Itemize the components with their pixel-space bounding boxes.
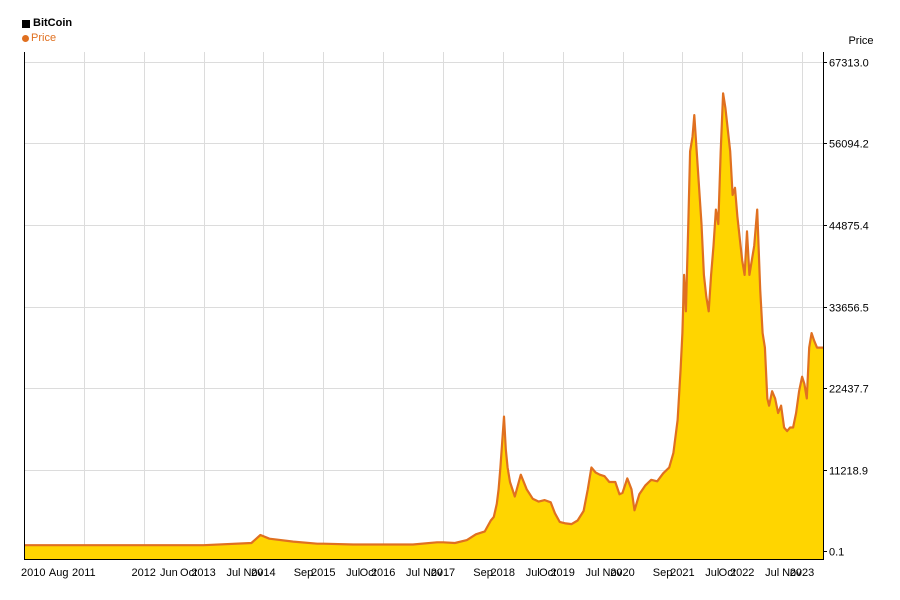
x-tick-label: 2011 [72,567,96,579]
x-tick-label: Aug [49,567,69,579]
x-tick-label: Nov [603,567,623,579]
x-tick-label: 2017 [431,567,455,579]
x-tick-label: Sep [294,567,314,579]
x-tick-label: 2012 [131,567,155,579]
title-square-icon [22,19,30,28]
x-tick-label: Oct [180,567,197,579]
x-tick-label: 2023 [790,567,814,579]
x-tick-label: 2014 [251,567,275,579]
x-tick-label: Jul [226,567,240,579]
x-tick-label: Jul [526,567,540,579]
x-tick-label: Jul [765,567,779,579]
y-tick-label: 33656.5 [829,303,869,315]
x-tick-label: Sep [653,567,673,579]
x-tick-label: 2021 [670,567,694,579]
legend-title-row: BitCoin [22,16,72,31]
x-tick-label: Jul [586,567,600,579]
x-tick-label: 2010 [21,567,45,579]
x-tick-label: 2019 [550,567,574,579]
x-tick-label: Jul [705,567,719,579]
x-tick-label: 2022 [730,567,754,579]
x-tick-label: Jun [160,567,178,579]
x-tick-label: Nov [782,567,802,579]
legend-series-label: Price [31,32,57,44]
series-line [24,92,823,547]
chart-title: BitCoin [33,17,73,29]
x-tick-label: 2015 [311,567,335,579]
x-tick-label: Nov [423,567,443,579]
legend-series-row: Price [22,31,72,46]
series-layer [24,92,823,560]
x-tick-label: Oct [539,567,556,579]
y-tick-label: 44875.4 [829,221,869,233]
y-tick-label: 11218.9 [829,466,868,478]
axis-layer: 0.1 11218.9 22437.7 33656.5 44875.4 56094.2 67… [21,52,869,579]
series-dot-icon [22,35,29,42]
series-area-fill [24,93,823,560]
x-tick-label: Oct [360,567,377,579]
x-tick-label: 2018 [491,567,515,579]
x-tick-label: 2020 [610,567,634,579]
x-tick-label: Oct [719,567,736,579]
y-tick-label: 67313.0 [829,58,869,70]
x-tick-label: Jul [406,567,420,579]
x-tick-label: Nov [243,567,263,579]
x-tick-label: Jul [346,567,360,579]
y-tick-label: 22437.7 [829,384,869,396]
x-tick-label: Sep [473,567,493,579]
chart-legend: BitCoin Price [22,16,72,46]
x-tick-label: 2013 [191,567,215,579]
y-tick-label: 0.1 [829,547,844,559]
y-tick-label: 56094.2 [829,139,869,151]
y-axis-label: Price [848,35,873,47]
x-tick-label: 2016 [371,567,395,579]
